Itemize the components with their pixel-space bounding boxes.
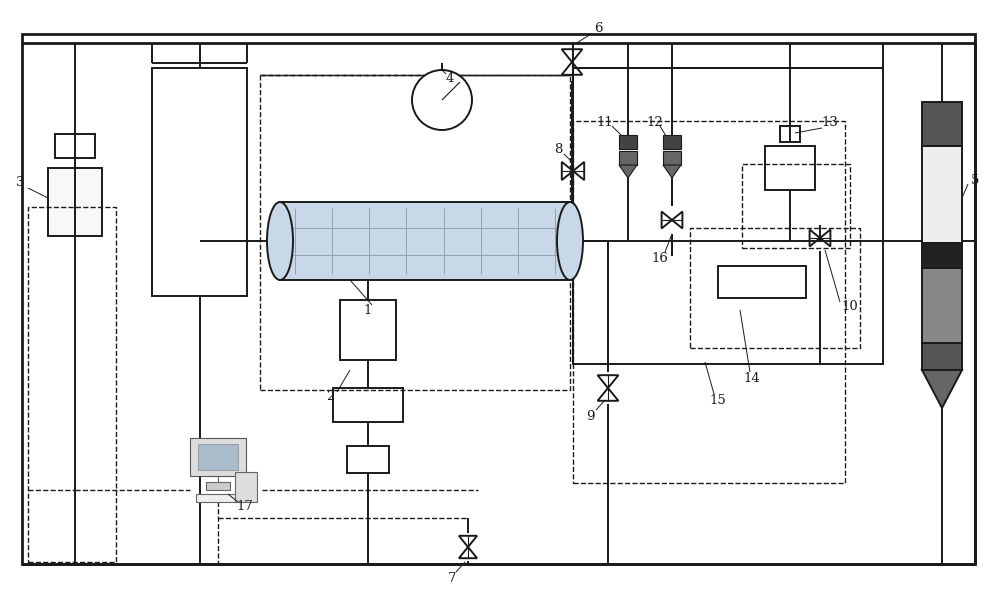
Text: 14: 14 [744,371,760,385]
Bar [690,228,860,348]
Text: 10: 10 [842,300,858,313]
Circle shape [412,70,472,130]
Ellipse shape [267,202,293,280]
Bar [206,482,230,490]
Bar [235,472,257,502]
Bar [619,151,637,165]
Bar [260,75,570,390]
Text: 1: 1 [364,304,372,316]
Bar [922,343,962,370]
Bar [663,151,681,165]
Text: 9: 9 [586,410,594,423]
Text: 4: 4 [446,72,454,84]
Bar [280,202,570,280]
Text: 17: 17 [237,499,253,512]
Bar [198,444,238,470]
Text: 3: 3 [16,176,24,190]
Bar [22,34,975,564]
Text: 5: 5 [971,173,979,187]
Bar [340,300,396,360]
Bar [55,134,95,158]
Bar [152,68,247,296]
Text: 7: 7 [448,572,456,584]
Bar [619,135,637,149]
Bar [765,146,815,190]
Bar [573,68,883,364]
Text: 15: 15 [710,393,726,407]
Bar [922,102,962,146]
Bar [196,494,240,502]
Bar [347,446,389,473]
Text: 6: 6 [594,22,602,35]
Bar [922,268,962,343]
Text: 2: 2 [326,389,334,402]
Bar [922,146,962,243]
Bar [333,388,403,422]
Bar [742,164,850,248]
Text: 8: 8 [554,144,562,157]
Bar [48,168,102,236]
Bar [780,126,800,142]
Text: 12: 12 [647,115,663,129]
Ellipse shape [557,202,583,280]
Polygon shape [663,165,681,178]
Bar [718,266,806,298]
Text: 13: 13 [822,115,838,129]
Polygon shape [922,370,962,408]
Text: 16: 16 [652,252,668,264]
Bar [922,243,962,268]
Bar [28,207,116,562]
Text: 11: 11 [597,115,613,129]
Bar [663,135,681,149]
Bar [573,121,845,483]
Polygon shape [619,165,637,178]
Bar [190,438,246,476]
